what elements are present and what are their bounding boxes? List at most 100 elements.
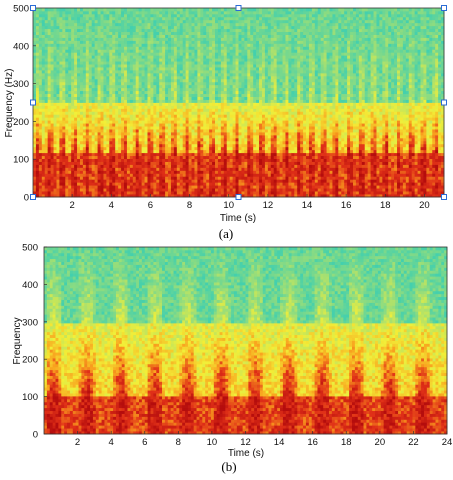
spectrogram-cell bbox=[129, 170, 134, 174]
spectrogram-cell bbox=[247, 87, 251, 92]
spectrogram-cell bbox=[144, 191, 148, 195]
spectrogram-cell bbox=[91, 72, 96, 77]
spectrogram-cell bbox=[132, 176, 137, 180]
spectrogram-cell bbox=[220, 117, 225, 121]
spectrogram-cell bbox=[77, 19, 81, 24]
spectrogram-cell bbox=[50, 155, 54, 160]
spectrogram-cell bbox=[250, 8, 254, 12]
spectrogram-cell bbox=[179, 22, 184, 27]
spectrogram-cell bbox=[53, 188, 57, 192]
spectrogram-cell bbox=[59, 58, 63, 62]
spectrogram-cell bbox=[191, 49, 195, 53]
spectrogram-cell bbox=[50, 134, 54, 139]
spectrogram-cell bbox=[138, 140, 143, 145]
spectrogram-cell bbox=[144, 99, 148, 103]
spectrogram-cell bbox=[223, 170, 228, 174]
spectrogram-cell bbox=[159, 146, 163, 151]
spectrogram-cell bbox=[229, 96, 234, 100]
spectrogram-cell bbox=[100, 164, 104, 168]
spectrogram-cell bbox=[109, 52, 113, 56]
spectrogram-cell bbox=[170, 40, 175, 44]
spectrogram-cell bbox=[217, 155, 222, 160]
spectrogram-cell bbox=[44, 111, 49, 115]
spectrogram-cell bbox=[232, 152, 236, 157]
spectrogram-cell bbox=[138, 43, 143, 47]
spectrogram-cell bbox=[82, 140, 87, 145]
spectrogram-cell bbox=[59, 40, 63, 44]
spectrogram-cell bbox=[132, 28, 137, 33]
spectrogram-cell bbox=[217, 152, 222, 157]
spectrogram-cell bbox=[223, 96, 228, 100]
spectrogram-cell bbox=[229, 90, 234, 95]
spectrogram-cell bbox=[79, 93, 84, 97]
spectrogram-cell bbox=[88, 49, 93, 53]
spectrogram-cell bbox=[35, 123, 40, 127]
spectrogram-cell bbox=[259, 149, 263, 154]
spectrogram-cell bbox=[226, 93, 231, 97]
spectrogram-cell bbox=[88, 185, 93, 189]
spectrogram-cell bbox=[141, 64, 145, 68]
spectrogram-cell bbox=[88, 105, 93, 109]
spectrogram-cell bbox=[56, 170, 60, 174]
spectrogram-cell bbox=[197, 43, 201, 47]
spectrogram-cell bbox=[38, 123, 43, 127]
spectrogram-cell bbox=[38, 149, 43, 154]
spectrogram-cell bbox=[33, 25, 37, 30]
spectrogram-cell bbox=[256, 194, 260, 198]
spectrogram-cell bbox=[79, 161, 84, 165]
spectrogram-cell bbox=[62, 194, 66, 198]
spectrogram-cell bbox=[217, 13, 222, 18]
spectrogram-cell bbox=[141, 132, 145, 136]
spectrogram-cell bbox=[121, 31, 125, 35]
spectrogram-cell bbox=[100, 72, 104, 77]
spectrogram-cell bbox=[215, 99, 219, 103]
spectrogram-cell bbox=[162, 108, 166, 112]
spectrogram-cell bbox=[150, 16, 154, 21]
spectrogram-cell bbox=[200, 49, 204, 53]
spectrogram-cell bbox=[176, 134, 181, 139]
spectrogram-cell bbox=[217, 167, 222, 171]
spectrogram-cell bbox=[247, 78, 251, 83]
spectrogram-cell bbox=[50, 67, 54, 71]
spectrogram-cell bbox=[94, 117, 98, 121]
spectrogram-cell bbox=[129, 143, 134, 148]
spectrogram-cell bbox=[150, 126, 154, 130]
spectrogram-cell bbox=[168, 173, 172, 177]
spectrogram-cell bbox=[44, 108, 49, 112]
spectrogram-cell bbox=[33, 40, 37, 44]
spectrogram-cell bbox=[44, 114, 49, 118]
spectrogram-cell bbox=[141, 40, 145, 44]
spectrogram-cell bbox=[170, 120, 175, 124]
spectrogram-cell bbox=[50, 179, 54, 183]
spectrogram-cell bbox=[232, 78, 236, 83]
spectrogram-cell bbox=[147, 129, 151, 133]
spectrogram-cell bbox=[121, 182, 125, 186]
spectrogram-cell bbox=[188, 52, 192, 56]
spectrogram-cell bbox=[132, 134, 137, 139]
spectrogram-cell bbox=[129, 99, 134, 103]
spectrogram-cell bbox=[206, 164, 210, 168]
spectrogram-cell bbox=[132, 72, 137, 77]
spectrogram-cell bbox=[253, 43, 257, 47]
spectrogram-cell bbox=[68, 179, 72, 183]
spectrogram-cell bbox=[235, 188, 239, 192]
spectrogram-cell bbox=[112, 167, 116, 171]
spectrogram-cell bbox=[141, 70, 145, 74]
spectrogram-cell bbox=[241, 102, 245, 106]
spectrogram-cell bbox=[82, 173, 87, 177]
spectrogram-cell bbox=[182, 155, 187, 160]
spectrogram-cell bbox=[250, 176, 254, 180]
spectrogram-cell bbox=[247, 140, 251, 145]
spectrogram-cell bbox=[56, 152, 60, 157]
spectrogram-cell bbox=[103, 93, 107, 97]
spectrogram-cell bbox=[77, 25, 81, 30]
spectrogram-cell bbox=[165, 37, 169, 41]
spectrogram-cell bbox=[124, 72, 128, 77]
spectrogram-cell bbox=[77, 194, 81, 198]
spectrogram-cell bbox=[191, 61, 195, 65]
spectrogram-cell bbox=[50, 16, 54, 21]
spectrogram-cell bbox=[250, 120, 254, 124]
spectrogram-cell bbox=[106, 111, 110, 115]
spectrogram-cell bbox=[165, 132, 169, 136]
spectrogram-cell bbox=[68, 102, 72, 106]
